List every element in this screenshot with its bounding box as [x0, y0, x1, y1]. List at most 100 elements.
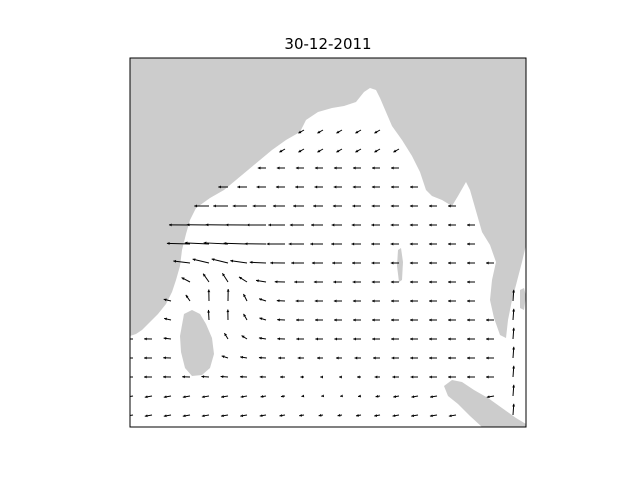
current-vector-head-218	[375, 394, 379, 398]
current-vector-head-164	[512, 327, 516, 331]
current-vector-head-88	[390, 261, 394, 265]
current-vector-head-161	[448, 337, 451, 341]
current-vector-head-224	[126, 414, 129, 417]
current-vector-head-62	[184, 241, 188, 245]
current-vector-head-92	[466, 261, 470, 265]
current-vector-head-50	[268, 223, 271, 227]
current-vector-head-136	[334, 318, 337, 322]
current-vector-head-109	[466, 280, 470, 284]
current-vector-head-230	[240, 414, 244, 418]
current-vector-head-172	[297, 356, 301, 360]
current-vector-head-191	[259, 375, 263, 379]
current-vector-head-17	[352, 166, 356, 170]
current-vector-head-167	[163, 356, 166, 360]
current-vector-head-146	[125, 338, 128, 341]
current-vector-head-36	[293, 204, 296, 208]
current-vector-head-93	[485, 261, 489, 265]
current-vector-head-4	[374, 130, 378, 134]
current-vector-head-64	[223, 241, 227, 245]
current-vector-head-103	[352, 280, 356, 284]
current-vector-head-174	[335, 356, 339, 360]
current-vector-head-56	[390, 223, 394, 227]
current-vector-head-242	[512, 403, 516, 407]
current-vector-head-19	[390, 166, 394, 170]
current-vector-head-217	[358, 394, 361, 398]
current-vector-head-140	[410, 318, 413, 322]
current-vector-head-113	[226, 288, 230, 292]
current-vector-head-215	[321, 394, 325, 398]
current-vector-head-241	[448, 414, 452, 418]
current-vector-head-90	[428, 261, 432, 265]
current-vector-head-27	[352, 185, 356, 189]
current-vector-80	[230, 260, 248, 264]
current-vector-head-137	[353, 318, 356, 322]
current-vector-head-23	[275, 185, 279, 189]
current-vector-head-117	[295, 299, 299, 303]
current-vector-head-81	[249, 260, 253, 264]
current-vector-head-169	[240, 355, 244, 359]
current-vector-head-66	[266, 242, 270, 246]
land-island-east	[520, 288, 526, 310]
current-vector-head-44	[447, 204, 451, 208]
current-vector-head-184	[125, 376, 128, 379]
current-vector-head-91	[447, 261, 451, 265]
current-vector-head-69	[331, 242, 334, 246]
current-vector-head-208	[182, 395, 186, 399]
current-vector-head-106	[409, 280, 413, 284]
current-vector-head-74	[428, 242, 432, 246]
map-area	[125, 58, 526, 427]
current-vector-81	[249, 261, 267, 264]
current-vector-head-212	[260, 395, 264, 398]
current-vector-head-138	[372, 318, 375, 322]
current-vector-head-61	[166, 242, 170, 245]
current-vector-head-70	[351, 242, 355, 246]
current-vector-head-190	[239, 375, 243, 379]
current-vector-head-10	[374, 149, 378, 153]
current-vector-head-144	[486, 318, 489, 322]
current-vector-head-127	[512, 289, 516, 293]
current-vector-head-220	[411, 395, 415, 399]
current-vector-head-48	[225, 223, 229, 227]
current-vector-head-12	[257, 166, 261, 170]
current-vector-head-118	[314, 299, 318, 303]
current-vector-head-201	[448, 375, 451, 379]
current-vector-head-7	[317, 149, 321, 153]
current-vector-head-171	[278, 356, 281, 360]
current-vector-head-101	[313, 280, 317, 284]
current-vector-head-170	[258, 356, 262, 360]
current-vector-head-2	[336, 130, 340, 134]
current-vector-head-129	[207, 309, 211, 313]
current-vector-head-232	[279, 414, 283, 417]
current-vector-head-86	[352, 261, 355, 265]
current-vector-head-53	[331, 223, 335, 227]
current-vector-head-1	[317, 130, 321, 134]
current-vector-head-13	[276, 166, 280, 170]
current-vector-head-128	[164, 317, 167, 321]
current-vector-head-132	[259, 317, 263, 321]
current-vector-head-52	[311, 223, 314, 227]
current-vector-79	[211, 258, 229, 264]
current-vector-head-82	[270, 261, 273, 265]
current-vector-head-223	[512, 384, 516, 388]
current-vector-head-67	[288, 242, 292, 246]
current-vector-head-72	[390, 242, 394, 246]
current-vector-head-165	[125, 357, 128, 360]
current-vector-head-214	[301, 394, 305, 398]
current-vector-head-22	[256, 185, 260, 189]
current-vector-head-14	[295, 166, 299, 170]
land-sumatra	[444, 380, 526, 427]
current-vector-head-15	[314, 166, 318, 170]
current-vector-head-125	[447, 299, 451, 303]
current-vector-62	[184, 242, 210, 245]
current-vector-head-123	[409, 299, 413, 303]
current-vector-head-183	[512, 346, 516, 350]
current-vector-head-122	[390, 299, 394, 303]
current-vector-head-168	[221, 355, 225, 359]
land-andaman-islands	[397, 248, 403, 282]
current-vector-head-237	[374, 414, 378, 417]
current-vector-head-55	[371, 223, 375, 227]
current-vector-head-9	[355, 149, 359, 153]
current-vector-head-203	[486, 375, 489, 379]
current-vector-head-147	[144, 337, 147, 341]
current-vector-head-156	[353, 337, 356, 341]
